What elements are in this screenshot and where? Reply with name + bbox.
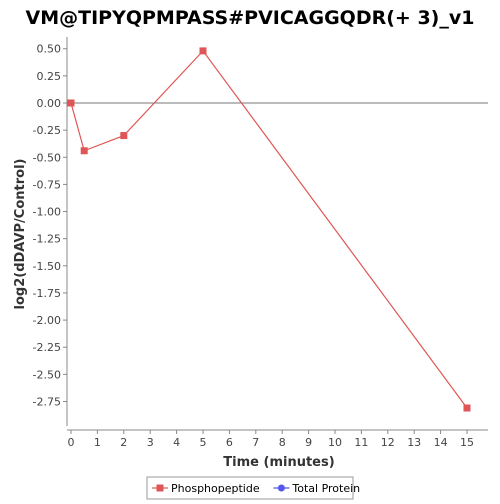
legend: Phosphopeptide Total Protein xyxy=(146,476,360,500)
series-group xyxy=(67,47,471,412)
data-point xyxy=(120,132,128,140)
y-tick-label: -1.75 xyxy=(33,287,61,300)
x-axis-title: Time (minutes) xyxy=(223,455,334,470)
y-tick-label: -1.00 xyxy=(33,206,61,219)
x-tick-label: 11 xyxy=(354,436,368,449)
x-tick-label: 13 xyxy=(407,436,421,449)
x-tick-label: 15 xyxy=(460,436,474,449)
data-point xyxy=(80,147,88,155)
x-tick-label: 10 xyxy=(328,436,342,449)
y-tick-label: -1.25 xyxy=(33,233,61,246)
y-tick-label: -1.50 xyxy=(33,260,61,273)
y-tick-label: -2.00 xyxy=(33,314,61,327)
x-tick-label: 2 xyxy=(120,436,127,449)
data-point xyxy=(67,99,75,107)
legend-marker xyxy=(156,484,164,492)
y-axis-title: log2(dDAVP/Control) xyxy=(13,159,28,310)
x-tick-label: 12 xyxy=(381,436,395,449)
y-axis: 0.50 0.25 0.00 -0.25 -0.50 -0.75 -1.00 -1.25 -1.… xyxy=(33,37,68,426)
y-tick-label: -2.75 xyxy=(33,395,61,408)
x-tick-label: 9 xyxy=(305,436,312,449)
x-tick-label: 3 xyxy=(147,436,154,449)
data-point xyxy=(463,404,471,412)
x-tick-label: 1 xyxy=(94,436,101,449)
legend-marker xyxy=(277,484,285,492)
chart-title: VM@TIPYQPMPASS#PVICAGGQDR(+ 3)_v1 xyxy=(26,7,475,29)
y-tick-label: -2.50 xyxy=(33,368,61,381)
legend-box xyxy=(146,476,354,500)
x-tick-label: 0 xyxy=(68,436,75,449)
data-point xyxy=(199,47,207,55)
y-tick-label: -0.50 xyxy=(33,151,61,164)
plot-area xyxy=(67,37,488,426)
y-tick-label: 0.25 xyxy=(37,70,62,83)
legend-label: Phosphopeptide xyxy=(171,482,260,495)
y-tick-label: -2.25 xyxy=(33,341,61,354)
y-tick-label: 0.50 xyxy=(37,43,62,56)
y-tick-label: -0.25 xyxy=(33,124,61,137)
y-tick-label: -0.75 xyxy=(33,178,61,191)
x-axis: 0 1 2 3 4 5 6 7 8 9 10 11 12 13 14 15 xyxy=(67,429,488,449)
x-tick-label: 5 xyxy=(200,436,207,449)
x-tick-label: 6 xyxy=(226,436,233,449)
y-tick-label: 0.00 xyxy=(37,97,62,110)
x-tick-label: 8 xyxy=(279,436,286,449)
legend-label: Total Protein xyxy=(291,482,360,495)
x-tick-label: 4 xyxy=(173,436,180,449)
x-tick-label: 14 xyxy=(434,436,448,449)
x-tick-label: 7 xyxy=(252,436,259,449)
